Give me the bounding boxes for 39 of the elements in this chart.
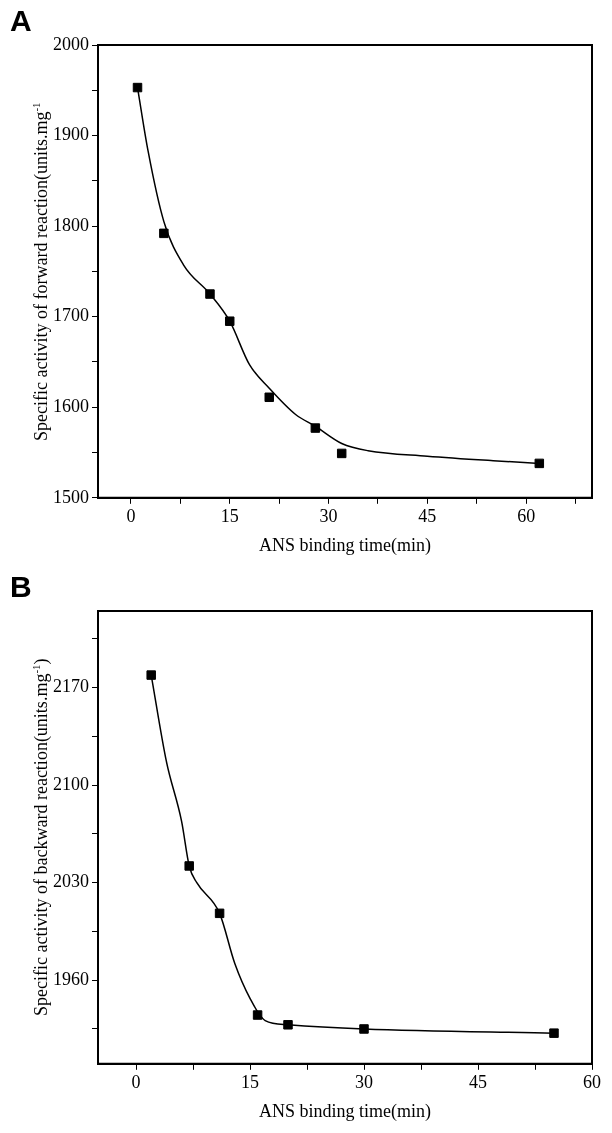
point <box>310 423 321 433</box>
y-tick-label: 2100 <box>53 773 89 794</box>
chart-title: B <box>10 570 32 604</box>
x-tick-label: 0 <box>126 506 136 527</box>
point <box>184 861 194 871</box>
point <box>159 228 169 239</box>
point <box>549 1028 559 1038</box>
x-axis-title: ANS binding time(min) <box>259 534 431 556</box>
y-tick-label: 1800 <box>53 214 89 235</box>
x-axis-title: ANS binding time(min) <box>259 1100 431 1122</box>
x-tick-label: 30 <box>355 1072 373 1093</box>
x-tick-label: 60 <box>583 1072 601 1093</box>
x-tick-label: 15 <box>220 506 239 527</box>
y-tick-label: 1900 <box>53 124 89 145</box>
y-tick-label: 1600 <box>53 395 89 416</box>
point <box>146 670 156 680</box>
point <box>205 289 215 299</box>
point <box>336 448 347 459</box>
point <box>534 458 545 469</box>
x-tick-label: 15 <box>241 1072 259 1093</box>
y-tick-label: 2030 <box>53 871 89 892</box>
point <box>283 1020 293 1030</box>
x-tick-label: 45 <box>418 506 437 527</box>
x-tick-label: 30 <box>319 506 338 527</box>
y-tick-label: 2000 <box>53 33 89 54</box>
y-tick-label: 2170 <box>53 676 89 697</box>
y-tick-label: 1500 <box>53 486 89 507</box>
point <box>359 1024 369 1034</box>
y-tick-label: 1700 <box>53 305 89 326</box>
point <box>264 392 274 403</box>
point <box>132 82 143 93</box>
x-tick-label: 0 <box>131 1072 141 1093</box>
x-tick-label: 45 <box>469 1072 487 1093</box>
chart-title: A <box>10 4 32 38</box>
point <box>214 908 225 919</box>
point <box>224 316 235 326</box>
x-tick-label: 60 <box>517 506 536 527</box>
y-tick-label: 1960 <box>53 968 89 989</box>
point <box>252 1010 263 1020</box>
